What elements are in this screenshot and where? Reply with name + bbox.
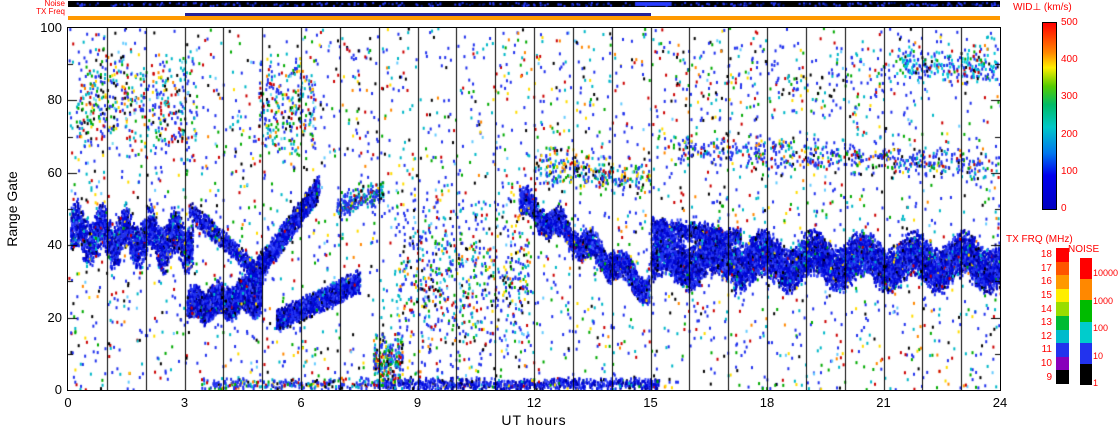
txfrq-colorbar-row: 13 (1034, 315, 1069, 330)
y-tick-label: 100 (40, 20, 62, 35)
noise-colorbar-segment (1080, 363, 1092, 386)
wid-colorbar-title: WID⊥ (km/s) (1013, 2, 1072, 13)
txfrq-tick-label: 15 (1040, 290, 1052, 302)
noise-colorbar-title: NOISE (1068, 244, 1100, 255)
noise-colorbar-tick-label: 100 (1093, 323, 1109, 333)
plot-area (67, 27, 1001, 391)
txfrq-tick-label: 10 (1040, 358, 1052, 370)
txfrq-colorbar-title: TX FRQ (MHz) (1006, 234, 1073, 245)
txfrq-tick-label: 18 (1040, 249, 1052, 261)
noise-colorbar-segment (1080, 300, 1092, 322)
txfrq-colorbar-row: 9 (1034, 370, 1069, 384)
noise-colorbar-tick-label: 1 (1093, 378, 1099, 388)
txfrq-colorbar-row: 16 (1034, 275, 1069, 289)
x-tick-label: 15 (643, 395, 658, 410)
txfrq-color-swatch (1056, 356, 1069, 371)
txfrq-colorbar: 18 17 16 15 14 13 12 11 10 9 (1034, 248, 1069, 384)
wid-colorbar-tick-label: 400 (1061, 54, 1078, 66)
x-tick-label: 18 (759, 395, 775, 410)
txfrq-colorbar-row: 18 (1034, 248, 1069, 262)
txfrq-colorbar-row: 17 (1034, 261, 1069, 276)
txfrq-color-swatch (1056, 288, 1069, 303)
x-tick-label: 0 (64, 395, 72, 410)
txfreq-strip-label: TX Freq (36, 7, 65, 16)
y-tick-label: 60 (47, 164, 62, 180)
x-tick-label: 6 (297, 395, 305, 410)
scatter-canvas (68, 28, 1000, 390)
y-tick-label: 0 (54, 382, 62, 397)
txfrq-color-swatch (1056, 261, 1069, 276)
x-axis-title: UT hours (501, 412, 567, 428)
txfrq-colorbar-row: 14 (1034, 302, 1069, 316)
y-tick-label: 80 (47, 92, 62, 108)
txfrq-colorbar-row: 11 (1034, 343, 1069, 357)
txfrq-color-swatch (1056, 248, 1069, 262)
x-tick-label: 12 (526, 395, 542, 410)
noise-colorbar-tick-label: 1000 (1093, 295, 1114, 306)
noise-intensity-strip (68, 1, 1000, 7)
noise-strip-label: Noise (44, 0, 65, 8)
txfrq-color-swatch (1056, 302, 1069, 316)
txfreq-strip (68, 13, 1000, 20)
txfreq-strip-base-band (68, 16, 1000, 20)
noise-colorbar-segment (1080, 279, 1092, 301)
noise-colorbar (1080, 258, 1092, 386)
wid-colorbar-tick-label: 0 (1061, 203, 1067, 214)
txfrq-colorbar-row: 10 (1034, 356, 1069, 371)
x-tick-label: 21 (876, 395, 891, 410)
txfreq-strip-alt-band (184, 13, 651, 16)
y-tick-label: 40 (47, 237, 62, 253)
txfrq-tick-label: 11 (1041, 344, 1052, 356)
txfrq-colorbar-row: 15 (1034, 288, 1069, 303)
noise-colorbar-segment (1080, 342, 1092, 364)
txfrq-tick-label: 16 (1040, 276, 1052, 288)
y-axis-title: Range Gate (4, 171, 20, 247)
txfrq-tick-label: 9 (1046, 371, 1052, 383)
txfrq-tick-label: 17 (1040, 262, 1052, 274)
txfrq-tick-label: 12 (1040, 330, 1052, 342)
noise-colorbar-segment (1080, 321, 1092, 343)
txfrq-color-swatch (1056, 315, 1069, 330)
txfrq-tick-label: 13 (1040, 317, 1052, 329)
txfrq-color-swatch (1056, 275, 1069, 289)
x-tick-label: 3 (180, 395, 189, 410)
noise-colorbar-tick-label: 10 (1093, 350, 1104, 361)
y-tick-label: 20 (47, 309, 62, 325)
noise-colorbar-segment (1080, 258, 1092, 280)
txfrq-color-swatch (1056, 329, 1069, 344)
x-tick-label: 9 (413, 395, 422, 410)
wid-colorbar-tick-label: 500 (1061, 17, 1078, 28)
wid-colorbar-tick-label: 300 (1061, 91, 1078, 103)
wid-colorbar (1042, 22, 1057, 210)
x-tick-label: 24 (992, 395, 1008, 410)
noise-colorbar-tick-label: 10000 (1093, 268, 1118, 278)
wid-colorbar-tick-label: 200 (1061, 128, 1078, 140)
wid-colorbar-tick-label: 100 (1061, 165, 1078, 177)
txfrq-color-swatch (1056, 370, 1069, 384)
txfrq-colorbar-row: 12 (1034, 329, 1069, 344)
txfrq-color-swatch (1056, 343, 1069, 357)
txfrq-tick-label: 14 (1040, 303, 1052, 315)
